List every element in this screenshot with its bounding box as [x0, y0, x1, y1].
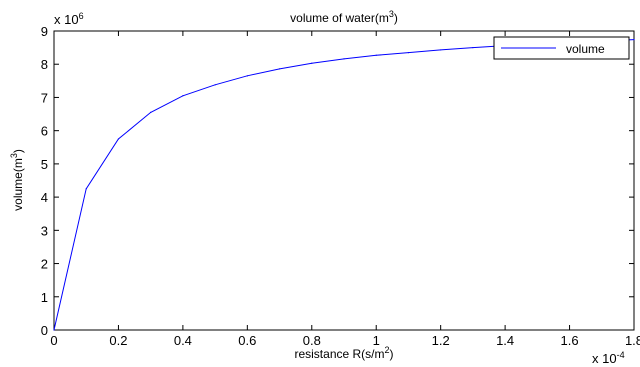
y-axis-ticks: 0 1 2 3 4 5 6 7 8 9 — [41, 24, 634, 338]
data-point — [311, 62, 313, 64]
x-tick-label: 1.6 — [561, 333, 579, 348]
x-tick-label: 0.2 — [109, 333, 127, 348]
y-tick-label: 4 — [41, 190, 48, 205]
x-tick-label: 1.8 — [625, 333, 640, 348]
data-point — [440, 49, 442, 51]
data-point — [472, 47, 474, 49]
x-tick-label: 1 — [373, 333, 380, 348]
data-point — [343, 58, 345, 60]
data-point — [53, 329, 55, 331]
y-tick-label: 0 — [41, 323, 48, 338]
x-tick-label: 0.8 — [303, 333, 321, 348]
y-tick-label: 8 — [41, 57, 48, 72]
data-point — [85, 188, 87, 190]
legend: volume — [493, 36, 630, 60]
y-tick-label: 2 — [41, 257, 48, 272]
data-point — [150, 111, 152, 113]
legend-box — [493, 36, 630, 60]
y-tick-label: 6 — [41, 124, 48, 139]
y-axis-label: volume(m3) — [9, 149, 25, 211]
data-point — [633, 39, 635, 41]
y-tick-label: 3 — [41, 223, 48, 238]
x-tick-label: 0 — [50, 333, 57, 348]
x-axis-multiplier: x 10-4 — [592, 350, 625, 366]
data-point — [182, 95, 184, 97]
data-point — [375, 54, 377, 56]
chart-title: volume of water(m3) — [290, 9, 398, 25]
legend-label-volume: volume — [566, 42, 605, 56]
y-tick-label: 7 — [41, 90, 48, 105]
y-axis-multiplier: x 106 — [54, 11, 84, 27]
data-point — [407, 51, 410, 54]
data-point — [246, 75, 248, 77]
data-point — [278, 68, 281, 70]
x-tick-label: 1.4 — [496, 333, 514, 348]
x-axis-label: resistance R(s/m2) — [294, 345, 393, 361]
x-axis-ticks: 0 0.2 0.4 0.6 0.8 1 1.2 1.4 1.6 1.8 — [50, 31, 640, 348]
y-tick-label: 5 — [41, 157, 48, 172]
data-point — [117, 138, 120, 140]
x-tick-label: 1.2 — [432, 333, 450, 348]
y-tick-label: 1 — [41, 290, 48, 305]
y-tick-label: 9 — [41, 24, 48, 39]
plot-area — [53, 30, 635, 331]
data-point — [214, 84, 216, 86]
x-tick-label: 0.4 — [174, 333, 192, 348]
x-tick-label: 0.6 — [238, 333, 256, 348]
